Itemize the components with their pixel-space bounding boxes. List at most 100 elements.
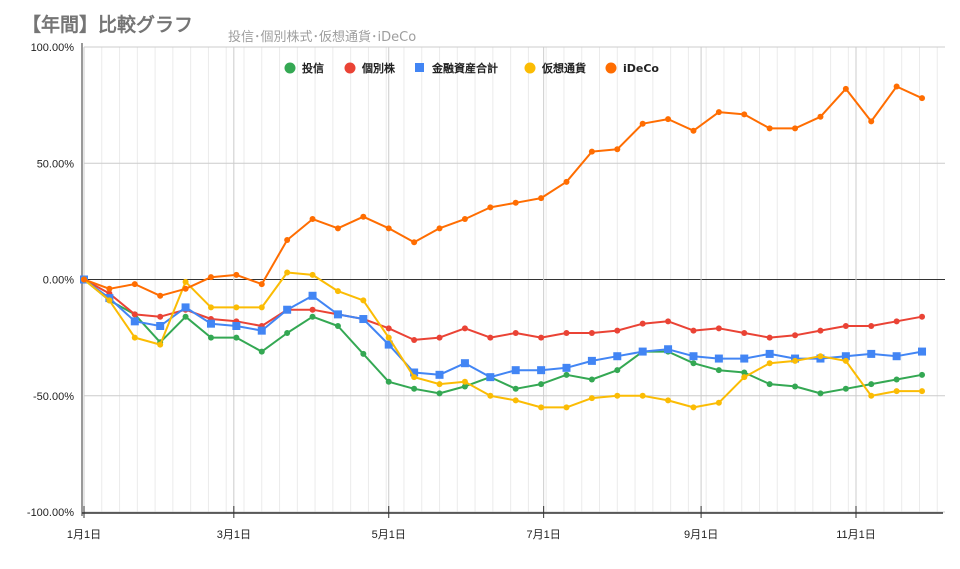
x-tick-label: 5月1日	[372, 529, 406, 541]
data-point	[81, 276, 87, 283]
data-point	[411, 239, 418, 246]
legend-item: iDeCo	[605, 62, 659, 75]
data-point	[181, 303, 190, 312]
data-point	[639, 392, 646, 399]
data-point	[868, 381, 875, 388]
data-point	[868, 392, 875, 399]
data-point	[715, 109, 722, 116]
data-point	[817, 113, 824, 120]
series-line	[83, 85, 923, 297]
data-point	[842, 85, 849, 92]
data-point	[258, 348, 265, 355]
data-point	[106, 285, 113, 292]
data-point	[487, 204, 494, 211]
y-tick-label: 50.00%	[37, 158, 75, 170]
data-point	[919, 313, 926, 320]
data-point	[232, 322, 241, 330]
data-point	[258, 304, 265, 311]
data-point	[385, 225, 392, 232]
data-point	[411, 336, 418, 343]
chart-title: 【年間】比較グラフ	[22, 14, 194, 36]
data-point	[614, 367, 621, 374]
data-point	[867, 349, 876, 358]
series-line	[83, 278, 923, 341]
data-point	[792, 357, 799, 364]
data-point	[893, 318, 900, 325]
x-tick-label: 7月1日	[527, 529, 561, 541]
data-point	[537, 366, 546, 375]
data-point	[130, 317, 139, 326]
legend-label: 投信	[302, 61, 324, 75]
legend-marker	[415, 63, 424, 72]
data-point	[511, 366, 520, 375]
data-point	[131, 334, 138, 341]
data-point	[207, 304, 214, 311]
data-point	[486, 373, 495, 382]
data-point	[131, 311, 138, 318]
legend-item: 金融資産合計	[415, 61, 498, 75]
data-point	[614, 146, 621, 153]
x-tick-label: 9月1日	[684, 529, 718, 541]
data-point	[538, 334, 545, 341]
data-point	[385, 334, 392, 341]
data-point	[487, 392, 494, 399]
data-point	[309, 271, 316, 278]
data-point	[766, 334, 773, 341]
data-point	[792, 125, 799, 132]
y-tick-label: -50.00%	[33, 391, 74, 403]
series-1	[81, 276, 926, 343]
data-point	[715, 325, 722, 332]
data-point	[792, 332, 799, 339]
data-point	[182, 285, 189, 292]
data-point	[741, 329, 748, 336]
data-point	[842, 385, 849, 392]
data-point	[436, 334, 443, 341]
data-point	[257, 326, 266, 335]
data-point	[461, 325, 468, 332]
data-point	[563, 178, 570, 185]
x-tick-label: 1月1日	[67, 529, 101, 541]
data-point	[893, 83, 900, 90]
data-point	[792, 383, 799, 390]
data-point	[664, 345, 673, 354]
series-line	[83, 278, 923, 395]
data-point	[766, 360, 773, 367]
series-4	[81, 83, 926, 299]
series-line	[83, 278, 923, 379]
data-point	[563, 329, 570, 336]
data-point	[233, 334, 240, 341]
data-point	[436, 381, 443, 388]
data-point	[538, 404, 545, 411]
data-point	[233, 271, 240, 278]
data-point	[538, 381, 545, 388]
data-point	[614, 327, 621, 334]
data-point	[892, 352, 901, 361]
x-tick-label: 11月1日	[836, 529, 876, 541]
legend-marker	[524, 62, 536, 74]
data-point	[460, 359, 469, 368]
data-point	[360, 350, 367, 357]
y-tick-label: 0.00%	[43, 275, 74, 287]
data-point	[461, 378, 468, 385]
data-point	[410, 368, 419, 377]
data-point	[207, 334, 214, 341]
data-point	[309, 306, 316, 313]
series-0	[81, 276, 926, 397]
data-point	[334, 288, 341, 295]
data-point	[258, 281, 265, 288]
data-point	[588, 148, 595, 155]
data-point	[639, 320, 646, 327]
data-point	[435, 370, 444, 379]
data-point	[690, 360, 697, 367]
data-point	[842, 323, 849, 329]
data-point	[182, 278, 189, 285]
data-point	[563, 371, 570, 378]
data-point	[538, 195, 545, 202]
data-point	[308, 291, 317, 300]
data-point	[512, 385, 519, 392]
data-point	[436, 225, 443, 232]
data-point	[284, 236, 291, 243]
data-point	[614, 392, 621, 399]
data-point	[384, 340, 393, 349]
data-point	[182, 313, 189, 320]
